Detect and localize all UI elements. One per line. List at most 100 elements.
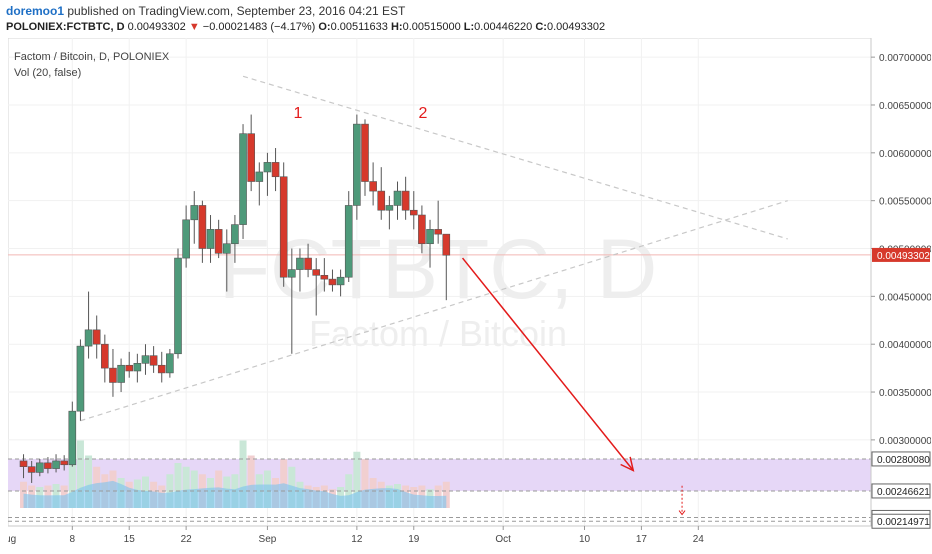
time-tick-label: 8: [70, 534, 76, 545]
candle-body: [409, 209, 418, 216]
forecast-arrow[interactable]: [461, 257, 686, 516]
time-tick-label: Aug: [8, 534, 16, 545]
candle-body: [442, 233, 451, 256]
candle-body: [361, 123, 369, 182]
high-label: H:: [390, 21, 403, 33]
volume-bar: [239, 440, 247, 508]
candle-body: [239, 133, 247, 225]
price-tick-label: 0.00400000: [879, 340, 931, 351]
trendlines[interactable]: [80, 75, 788, 422]
candle-body: [60, 460, 68, 466]
candle-body: [369, 181, 377, 192]
candle-body: [174, 257, 182, 355]
low-value: 0.00446220: [474, 21, 533, 33]
level-price-box: [871, 483, 931, 499]
candle-body: [263, 162, 272, 173]
price-tick-label: 0.00600000: [879, 149, 931, 160]
ohlc-line: POLONIEX:FCTBTC, D 0.00493302 ▼ −0.00021…: [6, 21, 605, 33]
price-tick-label: 0.00700000: [879, 53, 931, 64]
last-price: 0.00493302: [127, 21, 186, 33]
volume-bar: [345, 474, 353, 508]
open-label: O:: [318, 21, 331, 33]
candle-body: [385, 205, 394, 211]
high-value: 0.00515000: [402, 21, 461, 33]
volume-layer: [20, 440, 450, 508]
candle-body: [149, 355, 158, 366]
candle-body: [312, 269, 321, 276]
volume-bar: [182, 466, 190, 508]
candle-body: [35, 462, 44, 473]
open-value: 0.00511633: [330, 21, 388, 33]
author-link[interactable]: doremoo1: [6, 4, 65, 18]
level-price-box: [871, 513, 931, 529]
price-chart-svg[interactable]: FCTBTC, D Factom / Bitcoin 1 2 Factom / …: [0, 37, 932, 549]
candle-body: [190, 205, 199, 221]
volume-bar: [442, 481, 450, 508]
volume-bar: [85, 455, 93, 508]
candle-body: [328, 278, 337, 286]
arrow-head[interactable]: [620, 456, 635, 472]
publish-line: doremoo1 published on TradingView.com, S…: [6, 4, 405, 18]
candle-body: [279, 176, 288, 278]
candle-body: [157, 364, 166, 374]
candle-body: [247, 133, 255, 182]
time-tick-label: 22: [181, 534, 193, 545]
time-tick-label: 19: [408, 534, 420, 545]
time-tick-label: Oct: [495, 534, 511, 545]
symbol-label: POLONIEX:FCTBTC, D: [6, 21, 125, 33]
watermark-name: Factom / Bitcoin: [309, 313, 567, 354]
candle-body: [401, 190, 410, 211]
trendline[interactable]: [242, 75, 788, 240]
price-tick-label: 0.00300000: [879, 436, 931, 447]
candle-body: [84, 329, 93, 347]
price-change: −0.00021483 (−4.17%): [202, 21, 316, 33]
candle-body: [344, 205, 353, 278]
down-arrow-icon: ▼: [188, 21, 200, 33]
volume-bar: [20, 481, 28, 508]
price-axis[interactable]: 0.00700000 0.00650000 0.00600000 0.00550000…: [870, 38, 932, 529]
level-price-label: 0.00246621: [877, 487, 930, 498]
candle-body: [214, 229, 223, 254]
time-tick-label: Sep: [259, 534, 277, 545]
chart-area[interactable]: FCTBTC, D Factom / Bitcoin 1 2 Factom / …: [0, 37, 932, 549]
price-tick-label: 0.00350000: [879, 388, 931, 399]
chart-header: doremoo1 published on TradingView.com, S…: [0, 0, 932, 38]
peak-label-1: 1: [294, 105, 303, 122]
candle-body: [52, 460, 60, 469]
current-price-label: 0.00493302: [877, 251, 930, 262]
candle-body: [92, 329, 101, 345]
close-label: C:: [535, 21, 547, 33]
volume-bar: [174, 463, 182, 508]
candle-body: [117, 364, 125, 383]
candle-body: [222, 243, 231, 254]
candle-body: [377, 190, 386, 211]
candle-body: [76, 345, 85, 412]
volume-bar: [361, 459, 369, 508]
published-text: published on TradingView.com, September …: [67, 4, 406, 18]
arrow-line[interactable]: [461, 257, 634, 471]
volume-ma-area: [23, 480, 447, 508]
time-axis[interactable]: Aug 8 15 22 Sep 12 19 Oct 10 17 24: [0, 525, 871, 545]
target-marker-head[interactable]: [678, 510, 686, 516]
price-tick-label: 0.00550000: [879, 197, 931, 208]
candle-body: [68, 410, 77, 466]
candle-body: [255, 171, 264, 182]
time-tick-label: 24: [693, 534, 705, 545]
candle-body: [206, 229, 215, 249]
candle-body: [27, 466, 36, 473]
price-axis-bg: [871, 38, 931, 526]
candle-body: [418, 214, 426, 245]
candle-body: [44, 462, 52, 469]
candle-body: [109, 367, 117, 383]
volume-bar: [68, 444, 76, 508]
legend-volume: Vol (20, false): [14, 67, 81, 79]
candle-body: [296, 257, 304, 270]
candle-body: [393, 190, 402, 206]
candle-body: [19, 460, 28, 467]
trendline[interactable]: [80, 200, 788, 422]
current-price-box: [872, 247, 930, 262]
grid-layer: [6, 37, 872, 527]
candle-body: [288, 269, 296, 278]
volume-bar: [247, 455, 255, 508]
candle-body: [231, 224, 239, 245]
